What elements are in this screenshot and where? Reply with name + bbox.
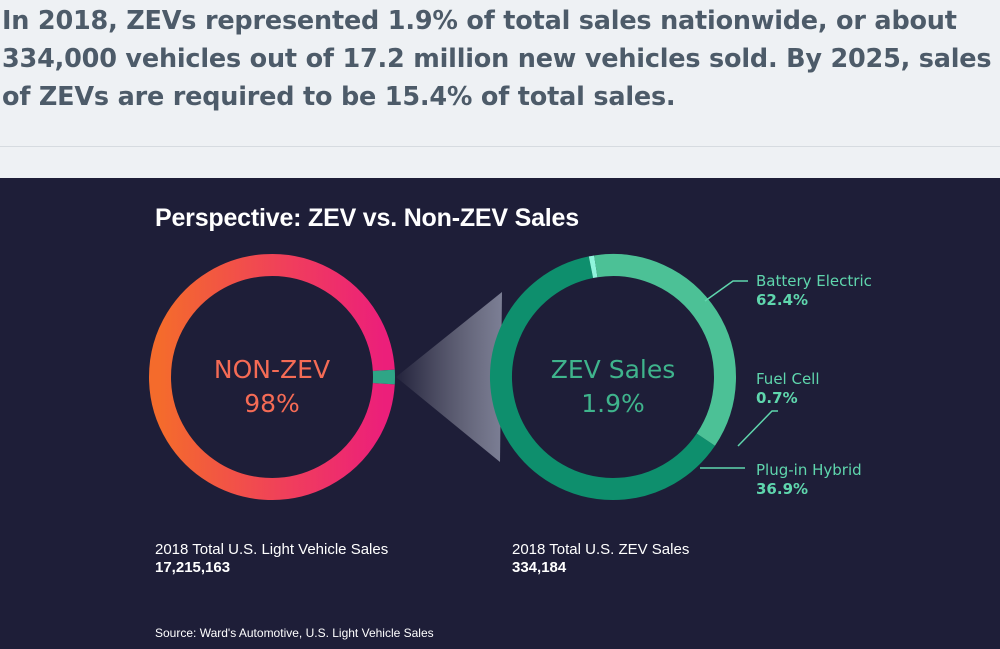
slice-plug-in-hybrid — [594, 254, 736, 446]
source-note: Source: Ward's Automotive, U.S. Light Ve… — [155, 626, 434, 640]
legend-label: Battery Electric — [756, 272, 872, 290]
zev-center-value: 1.9% — [581, 389, 645, 418]
legend-value: 36.9% — [756, 480, 809, 498]
zev-sales-label: 2018 Total U.S. ZEV Sales — [512, 541, 690, 558]
divider — [0, 146, 1000, 147]
legend-fuel-cell: Fuel Cell 0.7% — [756, 370, 820, 408]
legend-value: 62.4% — [756, 291, 809, 309]
non-zev-center-label: NON-ZEV — [214, 355, 330, 384]
slice-battery-electric — [490, 256, 715, 500]
non-zev-donut — [149, 254, 395, 500]
zev-sales-value: 334,184 — [512, 559, 567, 576]
total-sales-label: 2018 Total U.S. Light Vehicle Sales — [155, 541, 389, 558]
legend-label: Plug-in Hybrid — [756, 461, 862, 479]
zev-center-label: ZEV Sales — [551, 355, 676, 384]
total-sales-value: 17,215,163 — [155, 559, 231, 576]
zev-donut — [490, 254, 736, 500]
legend-value: 0.7% — [756, 389, 798, 407]
headline-text: In 2018, ZEVs represented 1.9% of total … — [2, 6, 992, 112]
slice-fuel-cell — [588, 255, 598, 278]
leader-line-fuel-cell — [737, 410, 778, 447]
legend-label: Fuel Cell — [756, 370, 820, 388]
non-zev-center-value: 98% — [244, 389, 300, 418]
legend-plug-in-hybrid: Plug-in Hybrid 36.9% — [756, 461, 862, 499]
headline-banner: In 2018, ZEVs represented 1.9% of total … — [0, 0, 1000, 146]
zev-sales-caption: 2018 Total U.S. ZEV Sales 334,184 — [512, 541, 689, 577]
total-sales-caption: 2018 Total U.S. Light Vehicle Sales 17,2… — [155, 541, 388, 577]
legend-battery-electric: Battery Electric 62.4% — [756, 272, 872, 310]
projection-cone — [396, 292, 502, 462]
slice-non-zev — [149, 254, 395, 500]
leader-line-battery-electric — [704, 280, 748, 302]
chart-title: Perspective: ZEV vs. Non-ZEV Sales — [155, 204, 579, 232]
